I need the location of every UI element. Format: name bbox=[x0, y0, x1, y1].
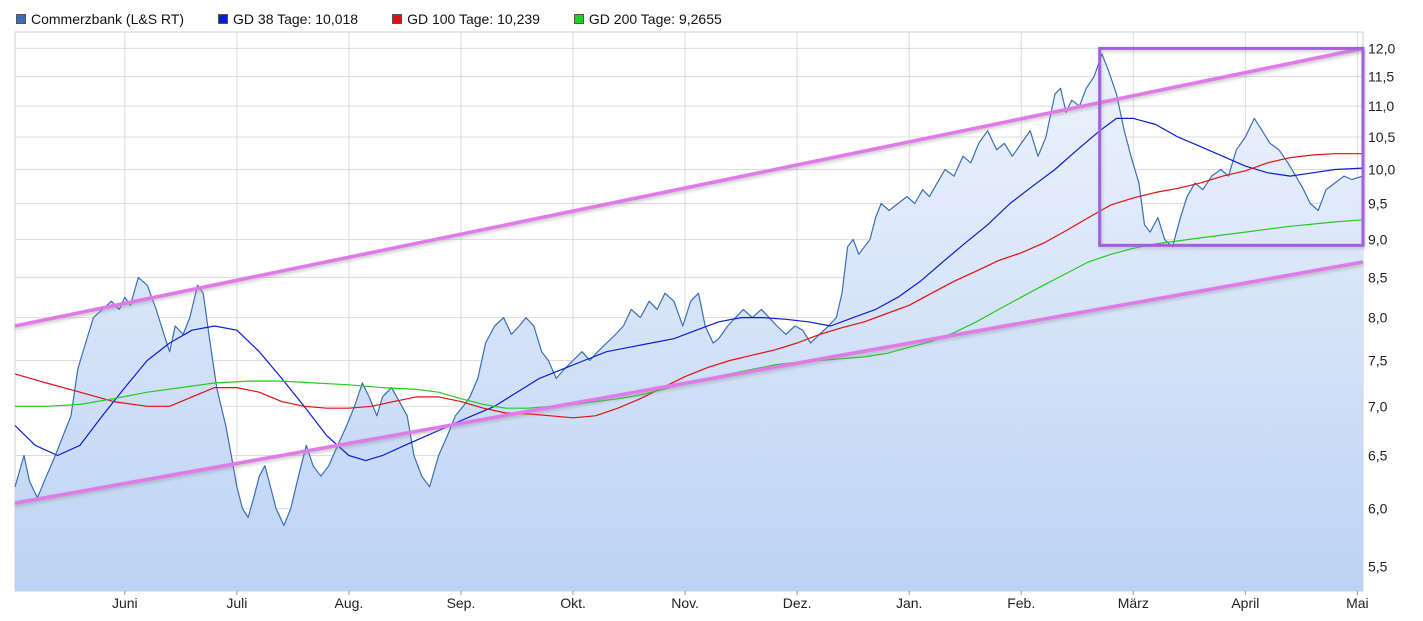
legend-label-gd100: GD 100 Tage: 10,239 bbox=[407, 11, 540, 27]
highlight-box bbox=[1098, 46, 1365, 247]
chart-legend: Commerzbank (L&S RT) GD 38 Tage: 10,018 … bbox=[16, 10, 756, 28]
moving-average-line-1 bbox=[14, 117, 1364, 462]
legend-item-price[interactable]: Commerzbank (L&S RT) bbox=[16, 11, 184, 27]
y-tick-label: 8,0 bbox=[1368, 310, 1388, 326]
y-tick-label: 8,5 bbox=[1368, 269, 1388, 285]
legend-swatch-price bbox=[16, 14, 26, 24]
trendline-shadow bbox=[14, 261, 1364, 508]
trendline-shadow bbox=[14, 48, 1364, 330]
x-tick-label: Dez. bbox=[783, 595, 812, 611]
legend-label-gd38: GD 38 Tage: 10,018 bbox=[233, 11, 359, 27]
legend-swatch-gd200 bbox=[573, 14, 584, 24]
y-tick-label: 5,5 bbox=[1368, 558, 1388, 574]
x-tick-label: März bbox=[1118, 595, 1149, 611]
y-tick-label: 12,0 bbox=[1368, 40, 1395, 56]
legend-label-gd200: GD 200 Tage: 9,2655 bbox=[588, 11, 722, 27]
legend-item-gd200[interactable]: GD 200 Tage: 9,2655 bbox=[573, 11, 722, 27]
legend-swatch-gd100 bbox=[392, 14, 403, 24]
x-tick-label: Juli bbox=[226, 595, 247, 611]
axis-layer: 5,5 6,0 6,5 7,0 7,5 8,0 8,5 9,0 9,5 10,0 10,5 11,0 1… bbox=[112, 40, 1395, 611]
y-tick-label: 11,5 bbox=[1368, 69, 1394, 85]
moving-average-line-2 bbox=[14, 153, 1363, 419]
y-tick-label: 7,0 bbox=[1368, 398, 1388, 414]
x-tick-label: Aug. bbox=[335, 595, 364, 611]
trendline-1 bbox=[14, 260, 1364, 505]
y-tick-label: 7,5 bbox=[1368, 352, 1388, 368]
legend-item-gd38[interactable]: GD 38 Tage: 10,018 bbox=[218, 11, 358, 27]
x-tick-label: Mai bbox=[1346, 595, 1369, 611]
x-tick-label: Sep. bbox=[447, 595, 476, 611]
legend-swatch-gd38 bbox=[218, 14, 229, 24]
y-tick-label: 11,0 bbox=[1368, 98, 1394, 114]
x-tick-label: Jan. bbox=[896, 595, 922, 611]
legend-label-price: Commerzbank (L&S RT) bbox=[31, 11, 185, 27]
x-tick-label: Okt. bbox=[560, 595, 586, 611]
x-tick-label: April bbox=[1231, 595, 1259, 611]
y-tick-label: 9,0 bbox=[1368, 231, 1388, 247]
trendline-0 bbox=[14, 46, 1364, 328]
y-tick-label: 6,0 bbox=[1368, 501, 1388, 517]
legend-item-gd100[interactable]: GD 100 Tage: 10,239 bbox=[392, 11, 540, 27]
y-tick-label: 10,0 bbox=[1368, 161, 1395, 177]
y-tick-label: 6,5 bbox=[1368, 447, 1388, 463]
y-tick-label: 9,5 bbox=[1368, 196, 1388, 212]
x-tick-label: Nov. bbox=[671, 595, 699, 611]
x-tick-label: Juni bbox=[112, 595, 138, 611]
y-tick-label: 10,5 bbox=[1368, 129, 1395, 145]
annotation-layer bbox=[14, 46, 1366, 508]
x-tick-label: Feb. bbox=[1007, 595, 1035, 611]
